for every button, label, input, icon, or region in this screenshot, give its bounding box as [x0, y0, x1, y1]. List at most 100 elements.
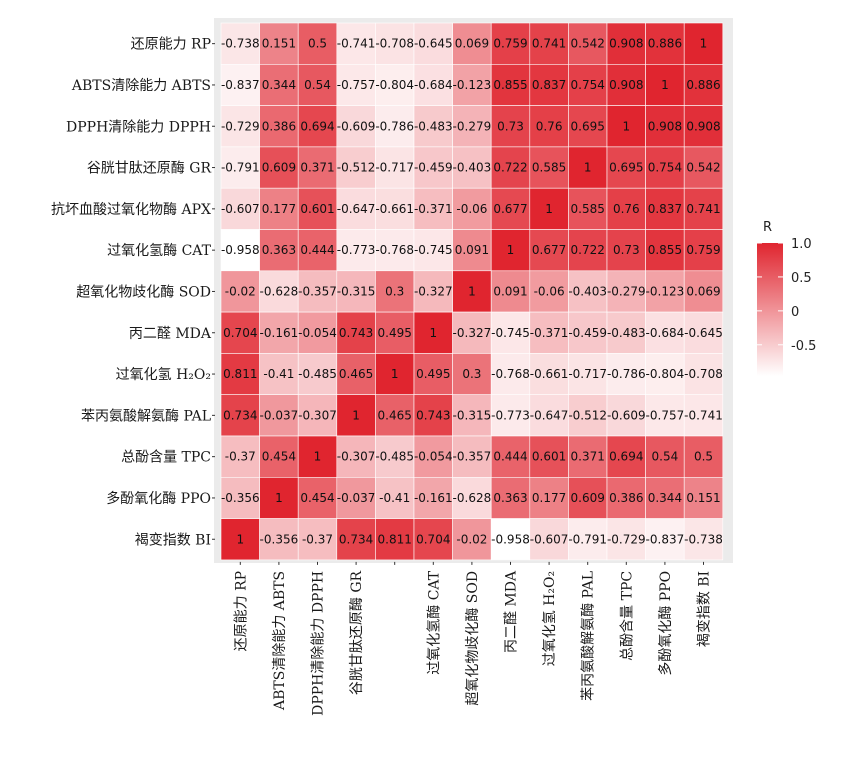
cell-value-label: -0.958 — [491, 532, 530, 546]
cell-value-label: -0.459 — [414, 161, 453, 175]
legend-tick-label: 0 — [791, 305, 799, 320]
cell-value-label: 0.73 — [613, 243, 640, 257]
cell-value-label: 0.465 — [339, 367, 373, 381]
cell-value-label: 0.386 — [609, 491, 643, 505]
heatmap-cell — [490, 353, 531, 395]
cell-value-label: -0.327 — [414, 284, 453, 298]
cell-value-label: -0.757 — [646, 408, 685, 422]
cell-value-label: 0.54 — [652, 450, 679, 464]
y-tick-label: 谷胱甘肽还原酶 GR — [87, 161, 212, 177]
cell-value-label: -0.37 — [225, 450, 256, 464]
color-legend: R 1.0 0.5 0 -0.5 — [757, 220, 816, 376]
heatmap-cell — [297, 105, 338, 148]
heatmap-cell — [259, 146, 299, 189]
heatmap-cell — [606, 518, 646, 561]
cell-value-label: -0.315 — [337, 284, 376, 298]
heatmap-cell — [683, 22, 724, 65]
y-tick-label: 褐变指数 BI — [135, 532, 211, 548]
cell-value-label: -0.485 — [375, 450, 414, 464]
heatmap-cell — [452, 270, 492, 313]
heatmap-cell — [529, 270, 569, 313]
heatmap-cell — [645, 64, 685, 106]
heatmap-cell — [529, 394, 569, 437]
cell-value-label: -0.768 — [375, 243, 414, 257]
cell-value-label: 1 — [700, 37, 708, 51]
cell-value-label: -0.786 — [607, 367, 646, 381]
cell-value-label: -0.06 — [456, 202, 487, 216]
heatmap-cell — [297, 311, 338, 354]
cell-value-label: 1 — [275, 491, 283, 505]
cell-value-label: -0.628 — [260, 284, 299, 298]
x-tick-label: DPPH清除能力 DPPH — [311, 571, 327, 716]
heatmap-cell — [606, 146, 646, 189]
heatmap-cell — [645, 435, 685, 478]
cell-value-label: -0.741 — [684, 408, 723, 422]
heatmap-cell — [220, 22, 260, 65]
cell-value-label: -0.738 — [684, 532, 723, 546]
legend-title: R — [763, 220, 772, 235]
cell-value-label: -0.745 — [491, 326, 530, 340]
heatmap-cell — [259, 270, 299, 313]
y-tick-label: 过氧化氢 H₂O₂ — [116, 367, 211, 383]
cell-value-label: -0.356 — [260, 532, 299, 546]
cell-value-label: -0.356 — [221, 491, 260, 505]
cell-value-label: 1 — [391, 367, 399, 381]
heatmap-cell — [375, 64, 415, 106]
heatmap-cell — [490, 22, 531, 65]
cell-value-label: 0.704 — [416, 532, 450, 546]
x-tick-label: 超氧化物歧化酶 SOD — [465, 571, 481, 706]
cell-value-label: -0.483 — [414, 119, 453, 133]
cell-value-label: -0.02 — [456, 532, 487, 546]
heatmap-cell — [297, 435, 338, 478]
heatmap-cell — [490, 146, 531, 189]
cell-value-label: 0.542 — [686, 161, 720, 175]
cell-value-label: 0.151 — [686, 491, 720, 505]
heatmap-cell — [683, 518, 724, 561]
cell-value-label: 0.5 — [308, 37, 327, 51]
heatmap-cell — [529, 64, 569, 106]
heatmap-cell — [645, 270, 685, 313]
cell-value-label: -0.512 — [568, 408, 607, 422]
heatmap-cell — [568, 105, 608, 148]
heatmap-cell — [568, 394, 608, 437]
cell-value-label: 0.76 — [613, 202, 640, 216]
cell-value-label: 0.091 — [493, 284, 527, 298]
cell-value-label: -0.757 — [337, 78, 376, 92]
heatmap-cell — [452, 435, 492, 478]
cell-value-label: 0.722 — [571, 243, 605, 257]
heatmap-cell — [683, 394, 724, 437]
heatmap-cell — [568, 146, 608, 189]
x-tick-label: 总酚含量 TPC — [619, 571, 635, 661]
heatmap-cell — [606, 394, 646, 437]
cell-value-label: 0.695 — [571, 119, 605, 133]
heatmap-cell — [645, 353, 685, 395]
cell-value-label: 1 — [545, 202, 553, 216]
cell-value-label: -0.958 — [221, 243, 260, 257]
cell-value-label: 0.454 — [300, 491, 334, 505]
cell-value-label: 0.855 — [648, 243, 682, 257]
cell-value-label: -0.609 — [607, 408, 646, 422]
heatmap-cell — [645, 311, 685, 354]
cell-value-label: -0.661 — [530, 367, 569, 381]
heatmap-cell — [336, 229, 376, 272]
heatmap-cell — [413, 476, 453, 519]
cell-value-label: 0.465 — [378, 408, 412, 422]
heatmap-cell — [529, 22, 569, 65]
cell-value-label: 0.734 — [223, 408, 257, 422]
heatmap-cell — [490, 394, 531, 437]
cell-value-label: 0.177 — [262, 202, 296, 216]
cell-value-label: -0.327 — [453, 326, 492, 340]
cell-value-label: 0.454 — [262, 450, 296, 464]
heatmap-cell — [297, 394, 338, 437]
heatmap-cell — [490, 270, 531, 313]
cell-value-label: 0.837 — [648, 202, 682, 216]
heatmap-cell — [336, 187, 376, 230]
heatmap-cell — [259, 394, 299, 437]
cell-value-label: -0.745 — [414, 243, 453, 257]
cell-value-label: 0.811 — [223, 367, 257, 381]
cell-value-label: 0.444 — [300, 243, 334, 257]
cell-value-label: -0.357 — [298, 284, 337, 298]
cell-value-label: -0.371 — [414, 202, 453, 216]
heatmap-cell — [683, 435, 724, 478]
